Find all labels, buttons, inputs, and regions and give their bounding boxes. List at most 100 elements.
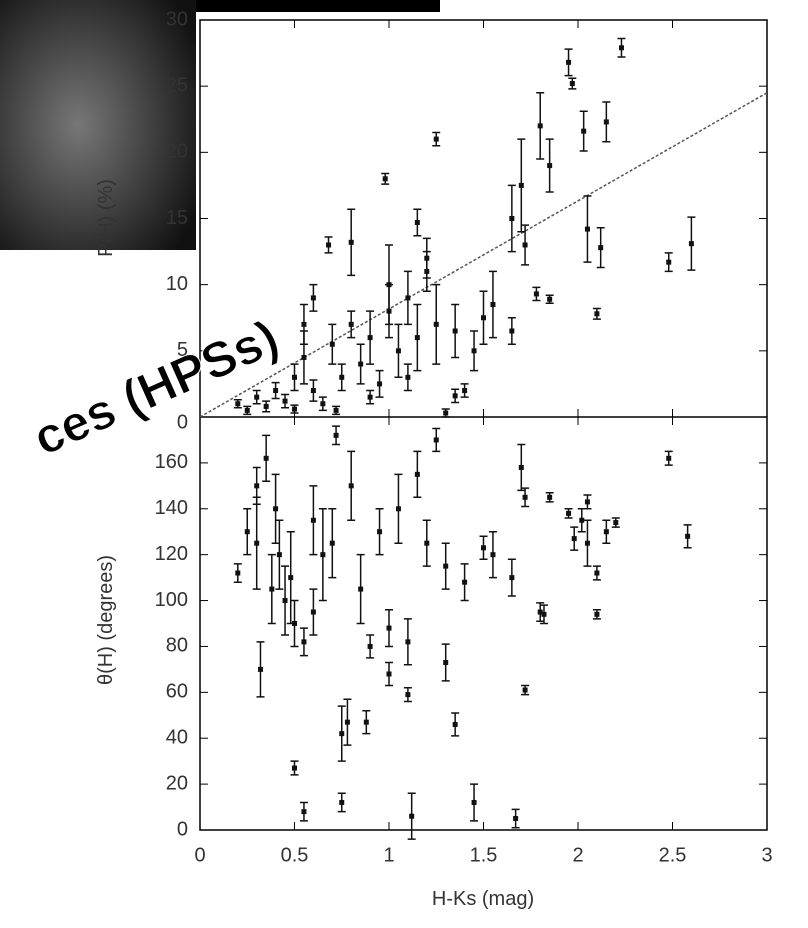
data-point (310, 609, 316, 615)
data-point (522, 687, 528, 693)
y-tick-label: 0 (177, 411, 188, 433)
data-point (414, 335, 420, 341)
data-point (339, 731, 345, 737)
data-point (320, 552, 326, 558)
data-point (273, 388, 279, 394)
y-tick-label: 40 (166, 727, 188, 749)
x-tick-label: 2.5 (659, 844, 687, 866)
y-tick-label: 80 (166, 635, 188, 657)
data-point (292, 374, 297, 380)
data-point (235, 401, 241, 407)
data-point (254, 483, 260, 489)
data-point (377, 529, 383, 535)
data-point (613, 520, 619, 526)
fit-line (199, 92, 768, 418)
data-point (603, 529, 609, 535)
x-tick-label: 0.5 (281, 844, 309, 866)
data-point (339, 374, 345, 380)
data-point (522, 494, 528, 500)
y-tick-label: 100 (155, 589, 188, 611)
data-point (235, 570, 241, 576)
data-point (377, 381, 383, 387)
data-point (566, 59, 572, 65)
y-axis-label: θ(H) (degrees) (95, 555, 117, 685)
background-image (0, 0, 196, 250)
data-point (363, 719, 369, 725)
data-point (471, 799, 477, 805)
data-point (301, 639, 307, 645)
y-tick-label: 20 (166, 141, 188, 163)
y-tick-label: 10 (166, 273, 188, 295)
data-point (282, 598, 288, 604)
data-point (443, 563, 449, 569)
data-point (433, 437, 439, 443)
data-point (509, 575, 515, 581)
data-point (490, 552, 496, 558)
data-point (333, 432, 339, 438)
y-tick-label: 25 (166, 74, 188, 96)
x-tick-label: 1 (383, 844, 394, 866)
data-point (273, 506, 279, 512)
data-point (433, 136, 439, 142)
data-point (386, 671, 392, 677)
data-point (509, 328, 515, 334)
data-point (666, 455, 672, 461)
data-point (292, 765, 297, 771)
data-point (547, 163, 553, 169)
data-point (409, 813, 415, 819)
data-point (584, 540, 590, 546)
data-point (333, 407, 339, 413)
data-point (666, 259, 672, 265)
data-point (685, 533, 691, 539)
data-point (292, 406, 297, 412)
data-point (367, 335, 373, 341)
data-point (522, 242, 528, 248)
data-point (348, 239, 354, 245)
y-tick-label: 0 (177, 818, 188, 840)
x-axis-label: H-Ks (mag) (432, 888, 534, 910)
data-point (348, 483, 354, 489)
data-point (263, 403, 269, 409)
data-point (301, 809, 307, 815)
data-point (320, 401, 326, 407)
data-point (424, 255, 430, 261)
y-tick-label: 15 (166, 207, 188, 229)
data-point (288, 575, 294, 581)
data-point (254, 394, 260, 400)
data-point (579, 517, 585, 523)
data-point (513, 816, 519, 822)
x-tick-label: 3 (761, 844, 772, 866)
y-tick-label: 5 (177, 339, 188, 361)
data-point (594, 311, 600, 317)
data-point (329, 540, 335, 546)
x-tick-label: 1.5 (470, 844, 498, 866)
data-point (433, 321, 439, 327)
data-point (452, 393, 458, 399)
data-point (518, 182, 524, 188)
y-tick-label: 120 (155, 543, 188, 565)
data-point (452, 328, 458, 334)
data-point (367, 394, 373, 400)
data-point (382, 176, 388, 182)
data-point (509, 216, 515, 221)
data-point (310, 388, 316, 394)
data-point (326, 242, 332, 248)
data-point (594, 570, 600, 576)
data-point (518, 464, 524, 470)
data-point (339, 799, 345, 805)
data-point (386, 625, 392, 631)
data-point (541, 611, 547, 617)
data-point (443, 660, 449, 666)
data-point (405, 295, 411, 301)
data-point (537, 609, 543, 615)
data-point (443, 410, 449, 416)
data-point (395, 348, 401, 354)
data-point (462, 388, 468, 394)
data-point (584, 499, 590, 505)
y-tick-label: 160 (155, 451, 188, 473)
data-point (282, 398, 288, 404)
data-point (244, 407, 250, 413)
data-point (301, 354, 307, 360)
data-point (571, 536, 577, 542)
data-point (584, 226, 590, 232)
